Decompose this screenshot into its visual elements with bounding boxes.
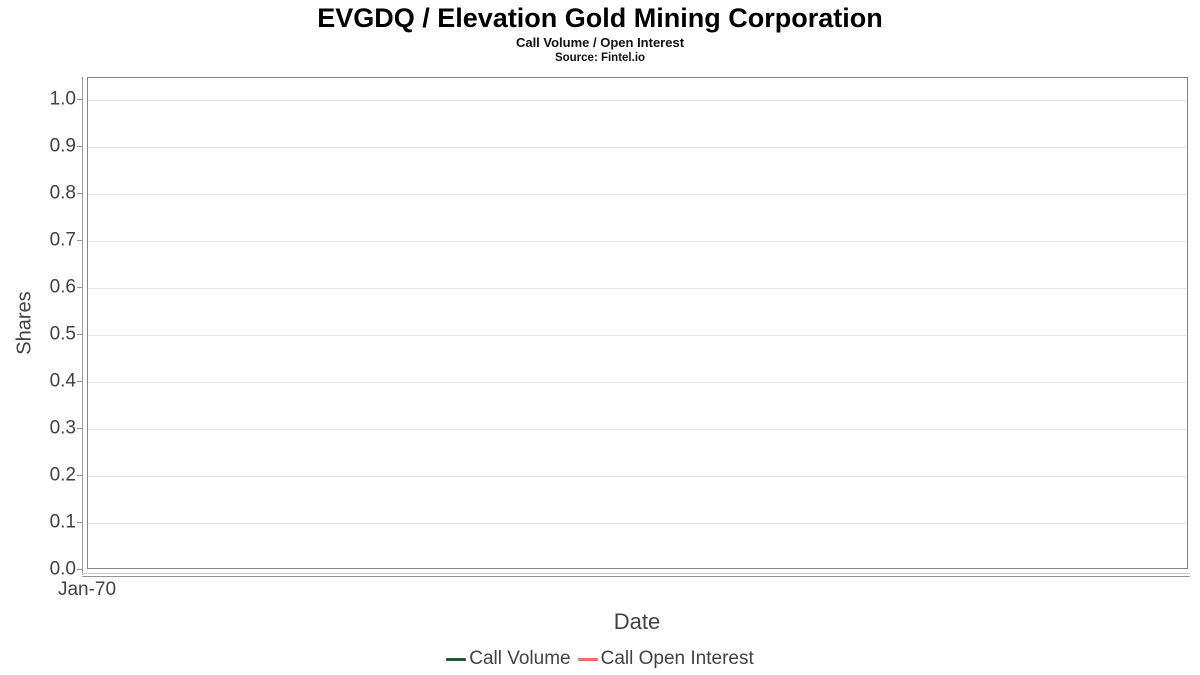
chart-source: Source: Fintel.io (554, 52, 646, 64)
legend-label-call-volume: Call Volume (469, 648, 571, 669)
y-tick-mark (77, 569, 82, 570)
y-tick-mark (77, 146, 82, 147)
gridline (88, 429, 1187, 430)
y-tick-mark (77, 99, 82, 100)
x-axis-line (82, 576, 1190, 577)
y-tick-label: 0.3 (49, 417, 76, 439)
gridline (88, 100, 1187, 101)
y-axis-title: Shares (13, 291, 36, 355)
y-tick-label: 0.8 (49, 182, 76, 204)
y-tick-mark (77, 522, 82, 523)
y-tick-label: 0.9 (49, 135, 76, 157)
gridline (88, 288, 1187, 289)
gridline (88, 241, 1187, 242)
call-volume-line-marker (446, 657, 467, 661)
y-tick-label: 0.5 (49, 323, 76, 345)
x-tick-label: Jan-70 (57, 579, 117, 600)
y-tick-label: 1.0 (49, 88, 76, 110)
x-axis-title: Date (613, 609, 661, 634)
y-tick-mark (77, 381, 82, 382)
gridline (88, 147, 1187, 148)
y-tick-label: 0.6 (49, 276, 76, 298)
y-axis-line (82, 77, 83, 575)
y-tick-mark (77, 193, 82, 194)
legend-label-call-open-interest: Call Open Interest (600, 648, 754, 669)
y-tick-label: 0.4 (49, 370, 76, 392)
y-tick-mark (77, 428, 82, 429)
y-tick-mark (77, 475, 82, 476)
y-tick-label: 0.7 (49, 229, 76, 251)
chart-subtitle: Call Volume / Open Interest (515, 35, 685, 50)
y-tick-mark (77, 240, 82, 241)
y-tick-mark (77, 334, 82, 335)
gridline (88, 523, 1187, 524)
gridline (88, 335, 1187, 336)
plot-area (87, 77, 1188, 569)
y-tick-label: 0.2 (49, 464, 76, 486)
legend: Call Volume Call Open Interest (0, 646, 1200, 672)
legend-item-call-open-interest[interactable]: Call Open Interest (577, 648, 754, 670)
legend-item-call-volume[interactable]: Call Volume (446, 648, 571, 670)
call-open-interest-line-marker (577, 657, 598, 661)
y-tick-label: 0.0 (49, 558, 76, 580)
gridline (88, 476, 1187, 477)
gridline (88, 194, 1187, 195)
y-tick-mark (77, 287, 82, 288)
gridline (88, 382, 1187, 383)
x-axis-line-highlight (82, 573, 1190, 574)
chart-title: EVGDQ / Elevation Gold Mining Corporatio… (317, 3, 883, 33)
y-tick-label: 0.1 (49, 511, 76, 533)
